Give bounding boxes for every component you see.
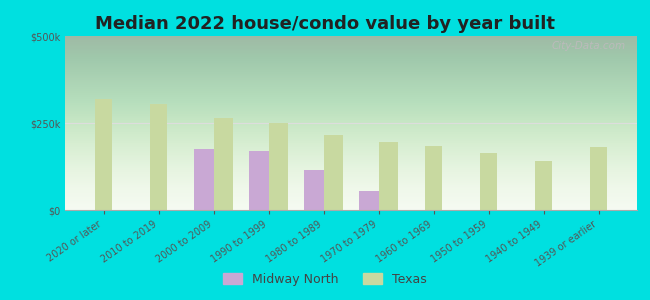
Bar — [304, 170, 324, 210]
Bar — [359, 191, 378, 210]
Text: City-Data.com: City-Data.com — [551, 41, 625, 51]
Bar — [194, 149, 213, 210]
Bar — [95, 99, 112, 210]
Bar — [425, 146, 442, 210]
Bar — [535, 161, 552, 210]
Bar — [480, 153, 497, 210]
Bar — [590, 147, 607, 210]
Bar — [150, 104, 167, 210]
Bar — [268, 123, 288, 210]
Text: Median 2022 house/condo value by year built: Median 2022 house/condo value by year bu… — [95, 15, 555, 33]
Legend: Midway North, Texas: Midway North, Texas — [218, 268, 432, 291]
Bar — [324, 135, 343, 210]
Bar — [249, 151, 268, 210]
Bar — [213, 118, 233, 210]
Bar — [378, 142, 398, 210]
